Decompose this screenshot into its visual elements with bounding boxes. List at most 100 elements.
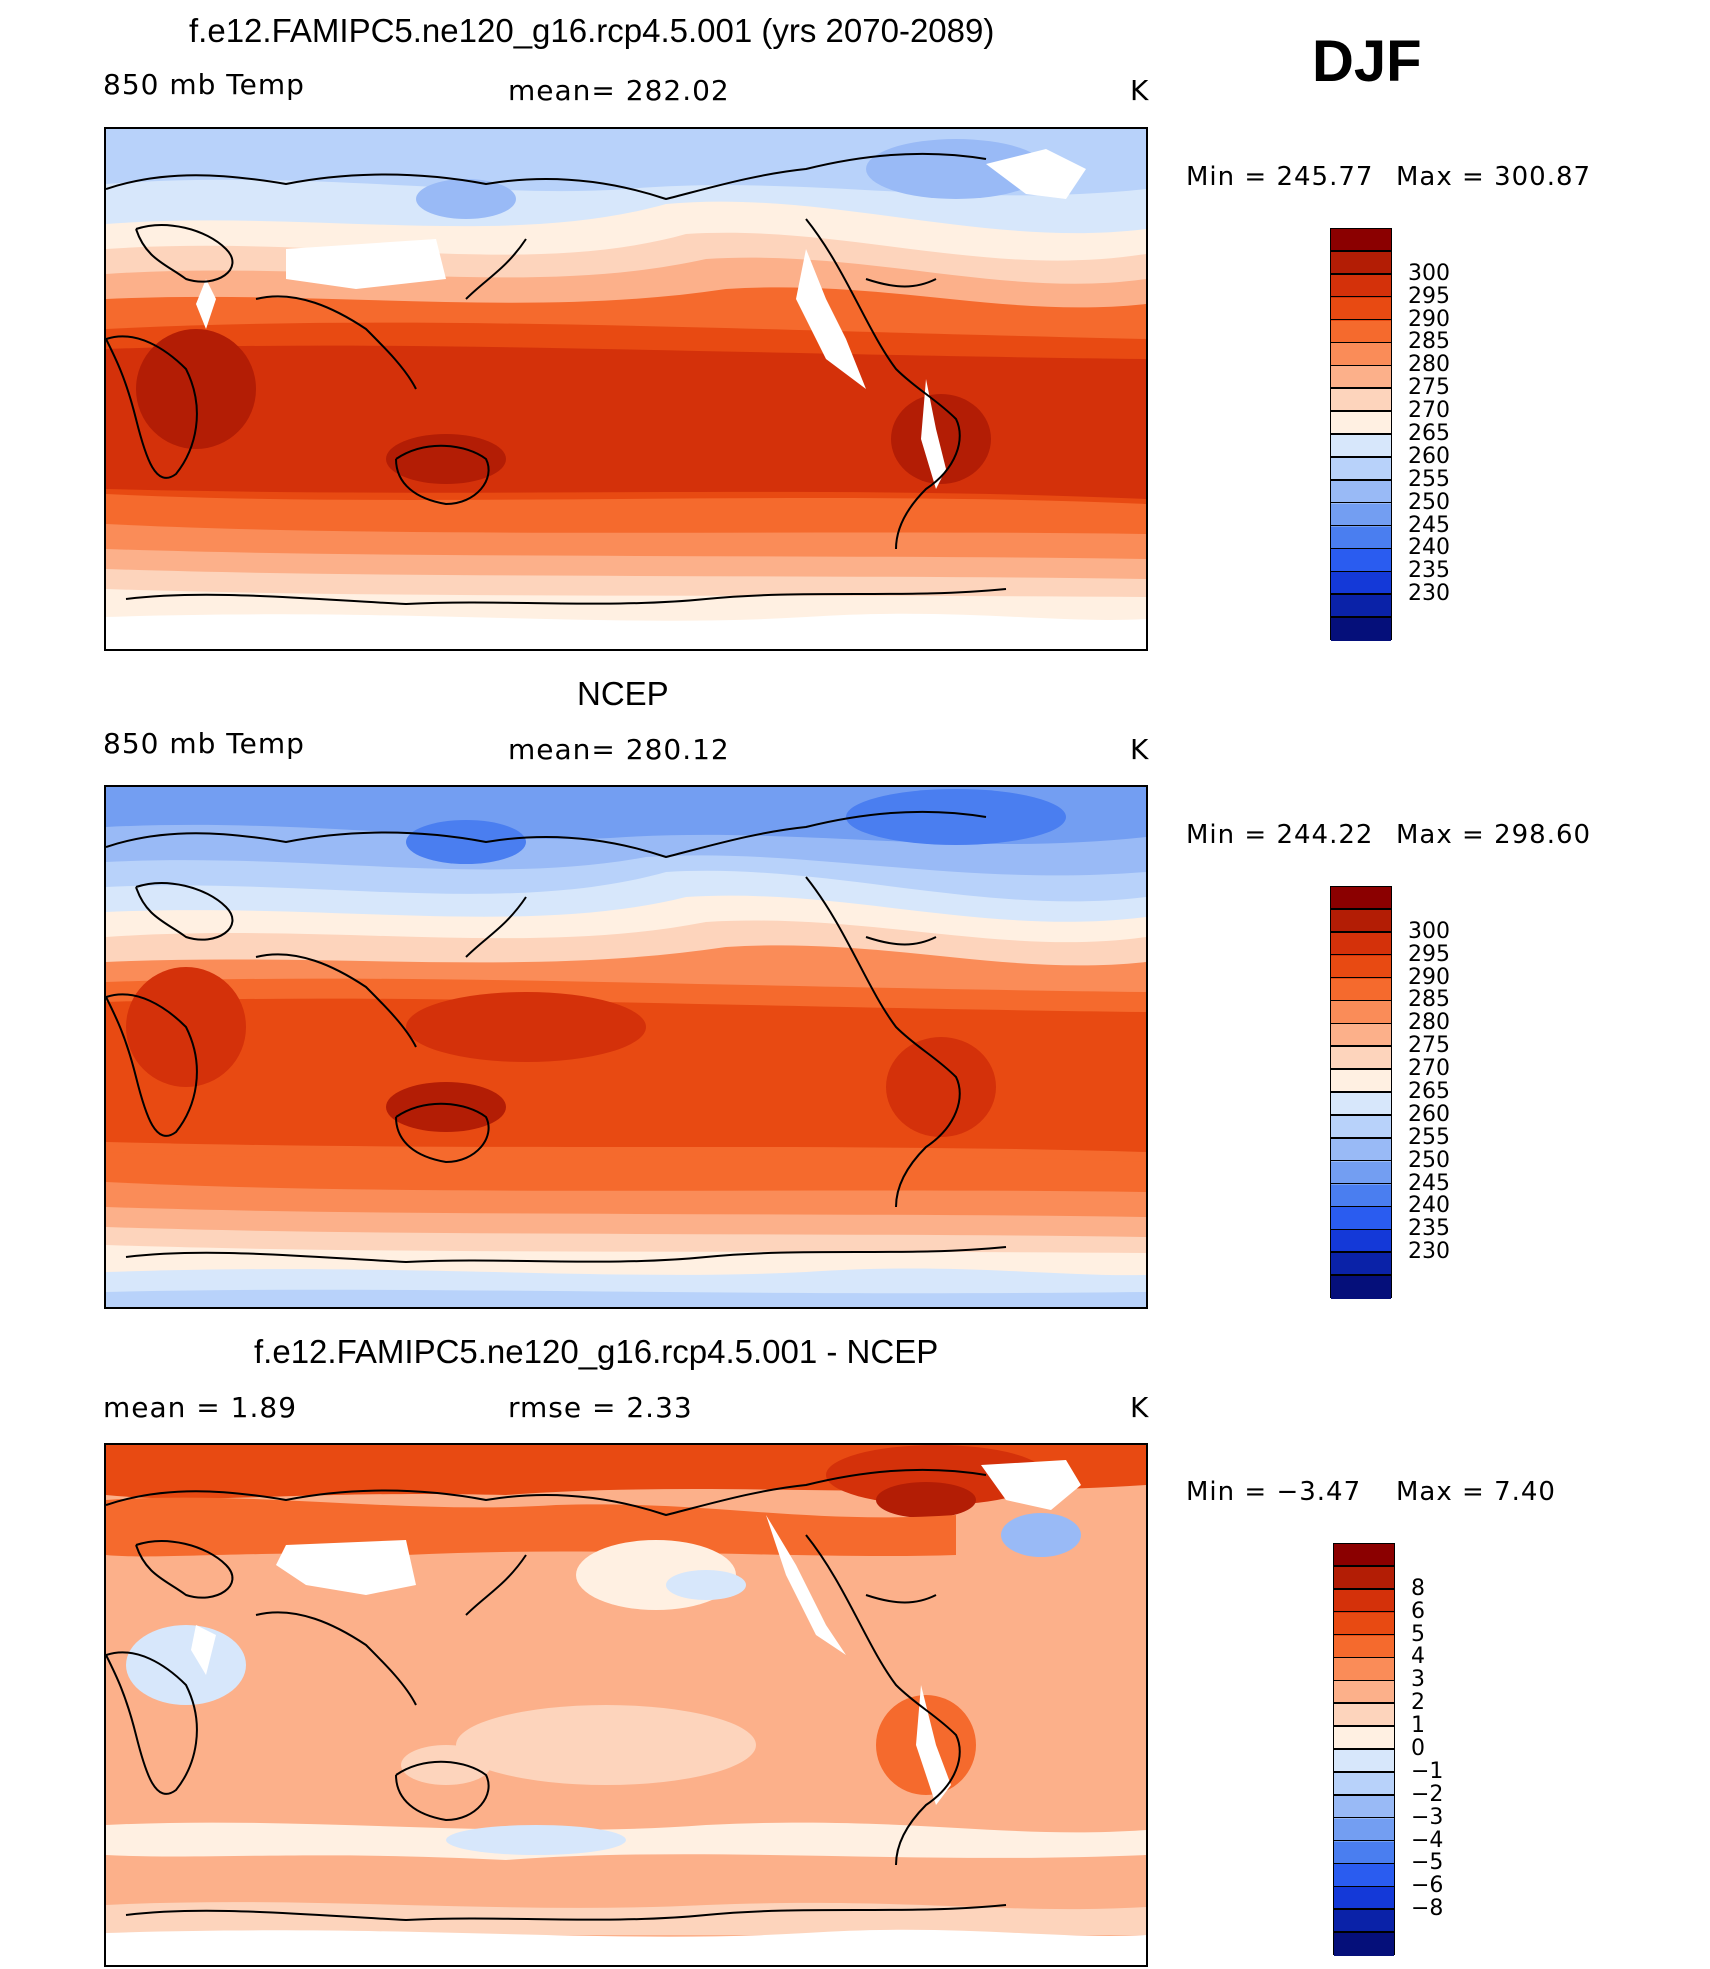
panel-diff-map-svg: [106, 1445, 1146, 1965]
panel-diff-map: [104, 1443, 1148, 1967]
colorbar-tick-label: −5: [1411, 1850, 1444, 1876]
colorbar-swatch: [1331, 1184, 1391, 1208]
colorbar-tick-label: 285: [1408, 987, 1450, 1013]
colorbar-divider: [1330, 1068, 1392, 1070]
missing-greenland: [981, 1460, 1081, 1510]
panel-model-max-label: Max = 300.87: [1396, 162, 1592, 192]
warm-south-america: [886, 1037, 996, 1137]
colorbar-tick-label: 275: [1408, 375, 1450, 401]
colorbar-swatch: [1331, 1047, 1391, 1071]
panel-obs-colorbar: 300 295 290 285 280 275 270 265 260 255 250 245 240 2…: [1330, 886, 1460, 1299]
colorbar-divider: [1330, 1205, 1392, 1208]
panel-diff-title: f.e12.FAMIPC5.ne120_g16.rcp4.5.001 - NCE…: [254, 1333, 939, 1370]
colorbar-divider: [1330, 1228, 1392, 1231]
missing-east-africa: [196, 279, 216, 329]
colorbar-divider: [1330, 931, 1392, 933]
panel-diff-rmse-label: rmse = 2.33: [508, 1391, 693, 1424]
colorbar-swatch: [1334, 1841, 1394, 1865]
colorbar-swatch: [1331, 274, 1391, 298]
missing-tibet: [276, 1540, 416, 1595]
colorbar-swatch: [1331, 320, 1391, 344]
missing-andes: [916, 1685, 951, 1805]
coastlines: [106, 152, 1007, 606]
panel-diff-colorbar: 8 6 5 4 3 2 1 0 −1 −2 −3 −4 −5 −6 −8: [1333, 1543, 1463, 1956]
colorbar-swatch: [1331, 618, 1391, 641]
colorbar-tick-label: 300: [1408, 260, 1450, 286]
warm-south-america: [891, 394, 991, 484]
colorbar-swatch: [1331, 1093, 1391, 1116]
colorbar-tick-label: −2: [1411, 1781, 1444, 1807]
colorbar-divider: [1330, 1091, 1392, 1093]
panel-obs-mean-label: mean= 280.12: [508, 733, 730, 766]
colorbar-tick-label: −6: [1411, 1873, 1444, 1899]
warm-pool-west-pacific: [406, 992, 646, 1062]
colorbar-swatch: [1331, 457, 1391, 481]
colorbar-divider: [1330, 387, 1392, 389]
colorbar-tick-label: 265: [1408, 1079, 1450, 1104]
band-tropics-core: [106, 998, 1146, 1152]
colorbar-divider: [1333, 1610, 1395, 1613]
colorbar-tick-label: 260: [1408, 443, 1450, 469]
colorbar-swatch: [1331, 1001, 1391, 1025]
colorbar-tick-label: 260: [1408, 1101, 1450, 1127]
warm-australia: [386, 1082, 506, 1132]
colorbar-tick-label: 255: [1408, 1124, 1450, 1150]
colorbar-tick-label: 280: [1408, 1010, 1450, 1036]
colorbar-tick-label: 4: [1411, 1644, 1425, 1670]
colorbar-divider: [1330, 999, 1392, 1002]
season-label: DJF: [1312, 29, 1422, 94]
colorbar-swatch: [1331, 389, 1391, 413]
colorbar-tick-label: −4: [1411, 1827, 1444, 1853]
colorbar-divider: [1330, 1251, 1392, 1253]
panel-model-title: f.e12.FAMIPC5.ne120_g16.rcp4.5.001 (yrs …: [189, 12, 995, 49]
colorbar-tick-label: −3: [1411, 1804, 1444, 1830]
colorbar-swatch: [1334, 1635, 1394, 1659]
colorbar-tick-label: −1: [1411, 1758, 1444, 1784]
colorbar-swatch: [1334, 1750, 1394, 1773]
colorbar-swatch: [1331, 412, 1391, 435]
colorbar-swatch: [1331, 251, 1391, 275]
colorbar-tick-label: 230: [1408, 1239, 1450, 1265]
diff-pacific-mild: [456, 1705, 756, 1785]
colorbar-divider: [1333, 1702, 1395, 1704]
coastlines: [106, 810, 1007, 1264]
colorbar-swatch: [1334, 1612, 1394, 1636]
colorbar-tick-label: 5: [1411, 1621, 1425, 1647]
colorbar-divider: [1330, 1137, 1392, 1139]
colorbar-divider: [1330, 273, 1392, 275]
colorbar-divider: [1333, 1794, 1395, 1796]
warm-australia: [386, 434, 506, 484]
colorbar-swatch: [1331, 1161, 1391, 1185]
panel-model-mean-label: mean= 282.02: [508, 74, 730, 107]
colorbar-swatch: [1331, 1070, 1391, 1093]
missing-rockies: [796, 249, 866, 389]
colorbar-tick-label: 6: [1411, 1598, 1425, 1624]
colorbar-tick-label: 240: [1408, 1193, 1450, 1219]
colorbar-tick-label: 275: [1408, 1033, 1450, 1059]
colorbar-swatch: [1331, 297, 1391, 321]
colorbar-swatch: [1331, 1207, 1391, 1231]
antarctica-missing: [106, 613, 1146, 649]
colorbar-tick-label: 2: [1411, 1690, 1425, 1716]
colorbar-divider: [1333, 1748, 1395, 1750]
panel-diff-colorbar-swatches: [1333, 1543, 1395, 1956]
panel-obs-min-label: Min = 244.22: [1186, 820, 1374, 850]
colorbar-tick-label: 290: [1408, 964, 1450, 990]
panel-model-min-label: Min = 245.77: [1186, 162, 1374, 192]
colorbar-swatch: [1331, 435, 1391, 458]
colorbar-swatch: [1331, 1024, 1391, 1048]
panel-obs-units-label: K: [1130, 733, 1150, 766]
colorbar-divider: [1333, 1839, 1395, 1842]
colorbar-divider: [1330, 547, 1392, 550]
colorbar-swatch: [1331, 1230, 1391, 1254]
colorbar-tick-label: 8: [1411, 1575, 1425, 1601]
panel-model-variable-label: 850 mb Temp: [103, 68, 305, 101]
colorbar-tick-label: 1: [1411, 1713, 1425, 1739]
colorbar-tick-label: −8: [1411, 1896, 1444, 1922]
missing-east-africa: [191, 1625, 216, 1675]
colorbar-tick-label: 3: [1411, 1667, 1425, 1693]
panel-diff-min-label: Min = −3.47: [1186, 1477, 1362, 1507]
colorbar-tick-label: 245: [1408, 1170, 1450, 1196]
colorbar-divider: [1333, 1565, 1395, 1567]
panel-diff-mean-label: mean = 1.89: [103, 1391, 298, 1424]
